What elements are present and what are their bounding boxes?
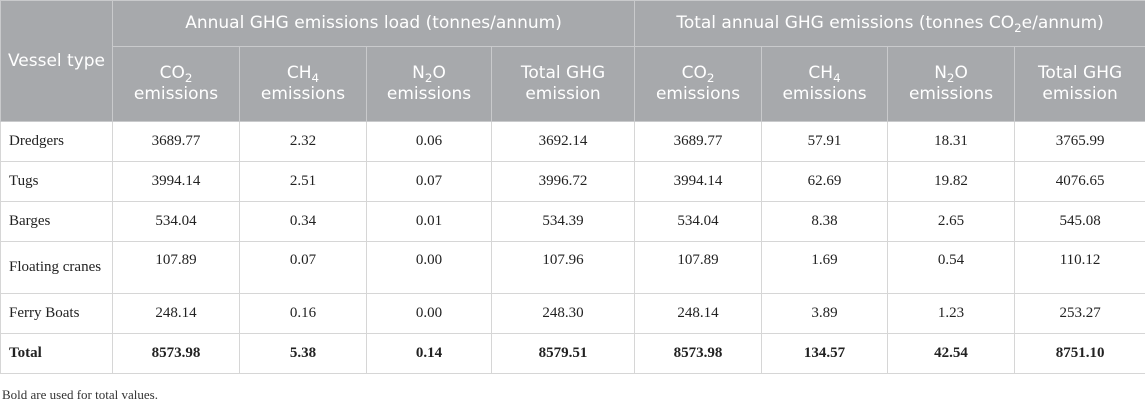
table-row: Barges 534.04 0.34 0.01 534.39 534.04 8.… xyxy=(0,201,1145,242)
cell: 3994.14 xyxy=(112,161,240,202)
cell: 0.07 xyxy=(366,161,492,202)
cell: 3692.14 xyxy=(491,121,636,162)
header-col-total-ghg: Total GHG emission xyxy=(490,46,636,122)
table-footnote: Bold are used for total values. xyxy=(2,387,158,402)
cell: 1.23 xyxy=(887,293,1016,334)
cell: 8573.98 xyxy=(634,333,763,374)
table-row: Tugs 3994.14 2.51 0.07 3996.72 3994.14 6… xyxy=(0,161,1145,202)
cell: 0.54 xyxy=(887,241,1016,294)
header-col-co2: CO2 emissions xyxy=(112,46,240,122)
vessel-name: Dredgers xyxy=(0,121,113,162)
cell: 534.04 xyxy=(112,201,240,242)
cell: 1.69 xyxy=(761,241,889,294)
cell: 248.14 xyxy=(112,293,240,334)
vessel-name: Ferry Boats xyxy=(0,293,113,334)
cell: 107.96 xyxy=(491,241,636,294)
header-col-co2e-n2o: N2O emissions xyxy=(887,46,1016,122)
header-col-co2e-ch4: CH4 emissions xyxy=(761,46,889,122)
header-vessel-type: Vessel type xyxy=(0,0,113,122)
cell: 8573.98 xyxy=(112,333,240,374)
cell: 107.89 xyxy=(634,241,763,294)
table-row: Ferry Boats 248.14 0.16 0.00 248.30 248.… xyxy=(0,293,1145,334)
cell: 0.06 xyxy=(366,121,492,162)
table-row: Floating cranes 107.89 0.07 0.00 107.96 … xyxy=(0,241,1145,294)
cell: 534.04 xyxy=(634,201,763,242)
cell: 57.91 xyxy=(761,121,889,162)
cell: 134.57 xyxy=(761,333,889,374)
header-col-ch4: CH4 emissions xyxy=(239,46,367,122)
cell: 534.39 xyxy=(491,201,636,242)
cell: 0.16 xyxy=(239,293,367,334)
cell: 3765.99 xyxy=(1014,121,1145,162)
cell: 2.32 xyxy=(239,121,367,162)
cell: 5.38 xyxy=(239,333,367,374)
cell: 3689.77 xyxy=(634,121,763,162)
table-row: Dredgers 3689.77 2.32 0.06 3692.14 3689.… xyxy=(0,121,1145,162)
cell: 0.34 xyxy=(239,201,367,242)
header-col-co2e-total-ghg: Total GHG emission xyxy=(1014,46,1145,122)
cell: 18.31 xyxy=(887,121,1016,162)
cell: 253.27 xyxy=(1014,293,1145,334)
header-col-co2e-co2: CO2 emissions xyxy=(634,46,763,122)
cell: 8.38 xyxy=(761,201,889,242)
cell: 0.01 xyxy=(366,201,492,242)
header-group-annual-load: Annual GHG emissions load (tonnes/annum) xyxy=(111,0,636,47)
cell: 42.54 xyxy=(887,333,1016,374)
header-group-total-annual: Total annual GHG emissions (tonnes CO2e/… xyxy=(634,0,1145,47)
cell: 3689.77 xyxy=(112,121,240,162)
header-col-n2o: N2O emissions xyxy=(366,46,492,122)
cell: 0.14 xyxy=(366,333,492,374)
cell: 3994.14 xyxy=(634,161,763,202)
cell: 2.51 xyxy=(239,161,367,202)
cell: 248.14 xyxy=(634,293,763,334)
table-row-total: Total 8573.98 5.38 0.14 8579.51 8573.98 … xyxy=(0,333,1145,374)
cell: 2.65 xyxy=(887,201,1016,242)
cell: 3996.72 xyxy=(491,161,636,202)
cell: 8579.51 xyxy=(491,333,636,374)
cell: 0.00 xyxy=(366,293,492,334)
cell: 4076.65 xyxy=(1014,161,1145,202)
cell: 0.07 xyxy=(239,241,367,294)
emissions-table: Vessel type Annual GHG emissions load (t… xyxy=(0,0,1145,374)
cell: 107.89 xyxy=(112,241,240,294)
vessel-name: Barges xyxy=(0,201,113,242)
cell: 8751.10 xyxy=(1014,333,1145,374)
cell: 110.12 xyxy=(1014,241,1145,294)
vessel-name: Tugs xyxy=(0,161,113,202)
cell: 62.69 xyxy=(761,161,889,202)
vessel-name: Total xyxy=(0,333,113,374)
cell: 19.82 xyxy=(887,161,1016,202)
cell: 3.89 xyxy=(761,293,889,334)
vessel-name: Floating cranes xyxy=(0,241,113,294)
cell: 248.30 xyxy=(491,293,636,334)
cell: 545.08 xyxy=(1014,201,1145,242)
cell: 0.00 xyxy=(366,241,492,294)
